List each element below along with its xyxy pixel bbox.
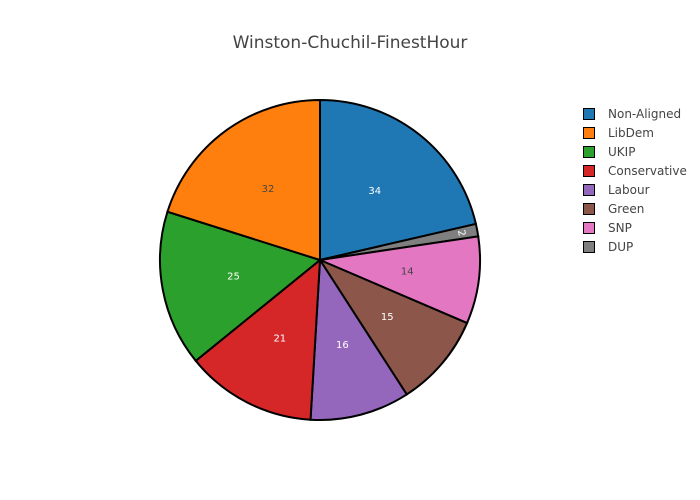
- legend-swatch: [583, 126, 595, 139]
- legend-swatch: [583, 107, 595, 120]
- pie-slice-libdem[interactable]: [166, 98, 321, 262]
- pie-slice-ukip[interactable]: [159, 210, 323, 363]
- slice-value-label: 14: [401, 266, 414, 277]
- legend-swatch: [583, 164, 595, 177]
- legend-item-snp[interactable]: SNP: [583, 218, 687, 237]
- slice-value-label: 32: [262, 184, 275, 195]
- chart-title: Winston-Chuchil-FinestHour: [232, 33, 468, 53]
- legend-swatch: [583, 221, 595, 234]
- slice-value-label: 15: [381, 312, 394, 323]
- legend-label: UKIP: [608, 144, 636, 159]
- legend-item-dup[interactable]: DUP: [583, 237, 687, 256]
- slice-value-label: 21: [273, 333, 286, 344]
- slice-value-label: 34: [368, 186, 381, 197]
- legend-swatch: [583, 240, 595, 253]
- legend-label: Green: [608, 201, 645, 216]
- pie-slice-conservative[interactable]: [194, 257, 322, 421]
- legend-item-labour[interactable]: Labour: [583, 180, 687, 199]
- legend-label: SNP: [608, 220, 632, 235]
- legend-item-non-aligned[interactable]: Non-Aligned: [583, 104, 687, 123]
- legend-label: Conservative: [608, 163, 687, 178]
- slice-value-label: 25: [227, 271, 240, 282]
- legend-swatch: [583, 183, 595, 196]
- pie-slice-labour[interactable]: [309, 256, 409, 421]
- legend-item-libdem[interactable]: LibDem: [583, 123, 687, 142]
- legend-item-green[interactable]: Green: [583, 199, 687, 218]
- legend-item-conservative[interactable]: Conservative: [583, 161, 687, 180]
- pie-slice-green[interactable]: [317, 257, 469, 396]
- slice-value-label: 2: [455, 229, 467, 237]
- legend-swatch: [583, 202, 595, 215]
- legend-label: DUP: [608, 239, 634, 254]
- legend-label: Non-Aligned: [608, 106, 682, 121]
- legend: Non-Aligned LibDem UKIP Conservative Labour G…: [583, 104, 687, 256]
- legend-label: LibDem: [608, 125, 654, 140]
- pie-slice-non-aligned[interactable]: [319, 98, 478, 262]
- slice-value-label: 16: [336, 340, 349, 351]
- legend-swatch: [583, 145, 595, 158]
- legend-item-ukip[interactable]: UKIP: [583, 142, 687, 161]
- pie-slice-snp[interactable]: [316, 235, 481, 325]
- legend-label: Labour: [608, 182, 650, 197]
